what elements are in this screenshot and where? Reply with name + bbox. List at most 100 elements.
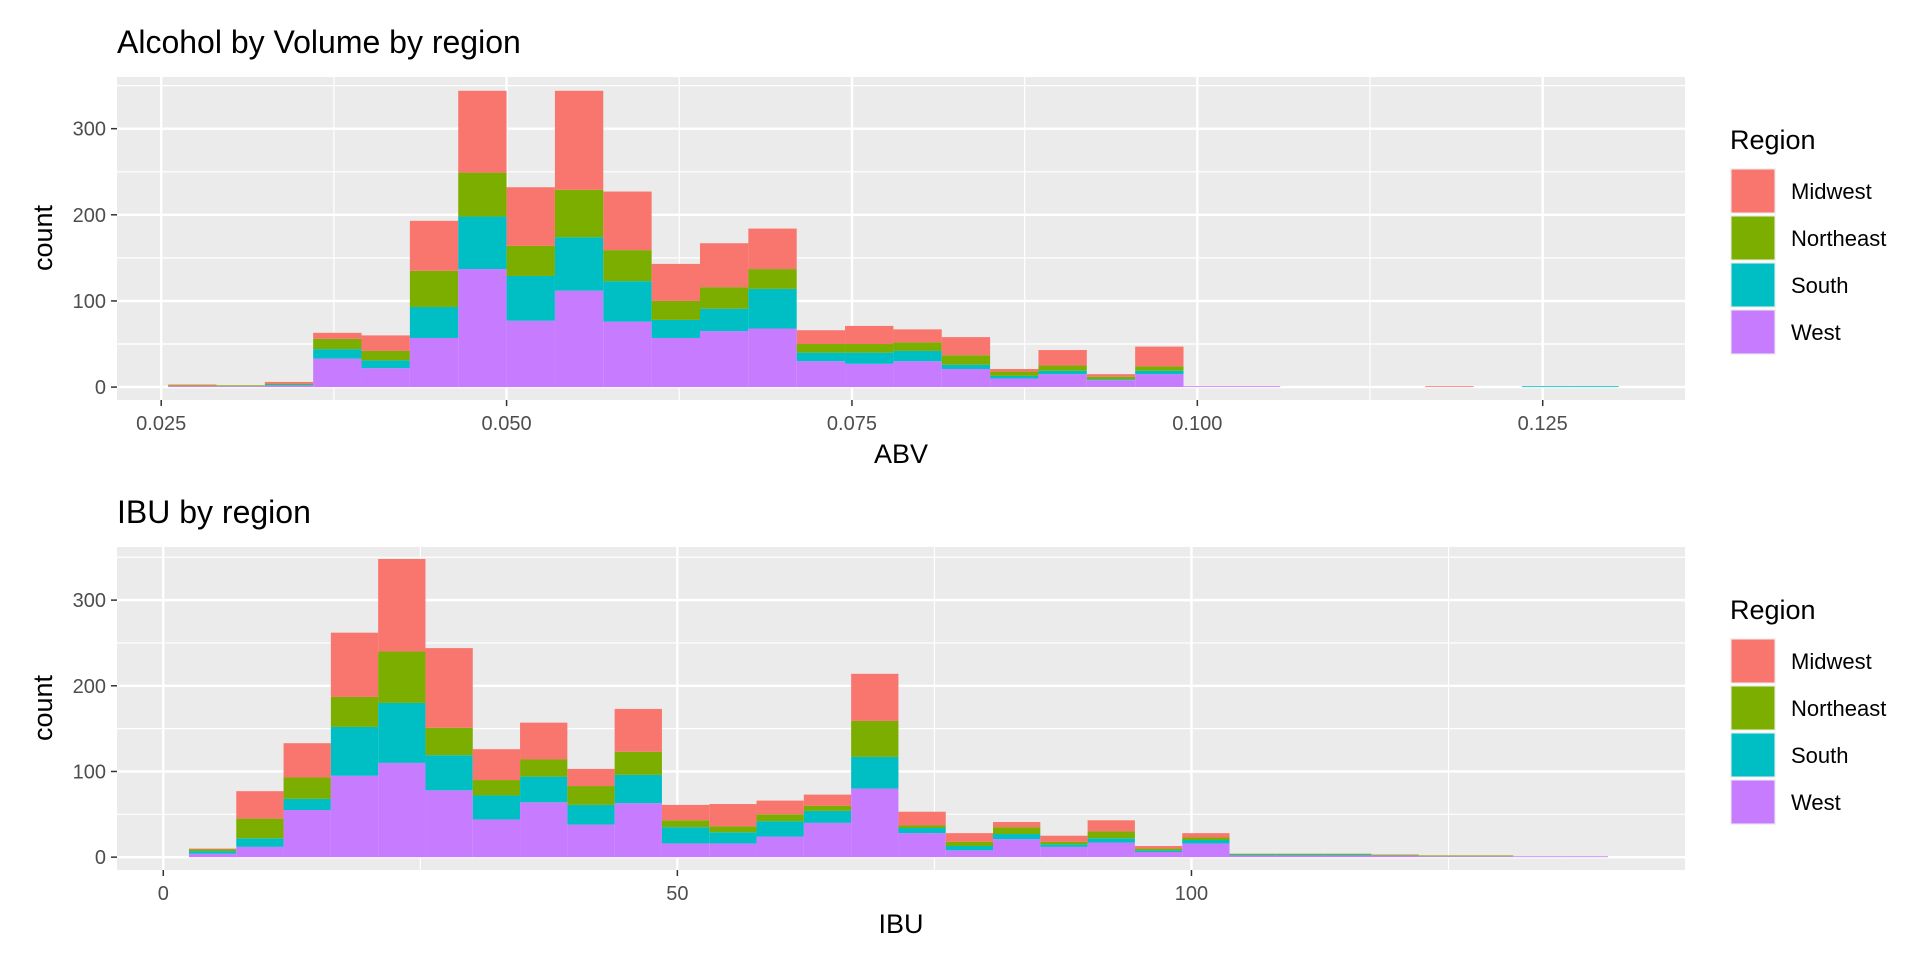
legend-label-west: West xyxy=(1791,790,1841,815)
x-tick-label: 0.050 xyxy=(482,413,532,435)
bar-segment-midwest xyxy=(1135,346,1184,367)
x-axis-ibu: 0 50 100 xyxy=(158,870,1208,905)
bar-segment-west xyxy=(1418,856,1466,858)
bar-segment-midwest xyxy=(472,749,521,781)
bar-segment-south xyxy=(506,275,555,321)
bar-segment-midwest xyxy=(520,722,568,760)
bar-segment-northeast xyxy=(330,696,379,727)
bar-segment-northeast xyxy=(361,350,410,361)
bar-segment-west xyxy=(898,833,946,858)
legend-swatch-midwest xyxy=(1731,639,1775,683)
y-tick-label: 300 xyxy=(73,590,106,612)
bar-segment-midwest xyxy=(699,243,749,288)
bar-segment-west xyxy=(803,822,852,858)
bar-segment-west xyxy=(1135,374,1184,388)
chart-title-ibu: IBU by region xyxy=(117,494,311,530)
bar-segment-south xyxy=(458,216,507,270)
bar-segment-west xyxy=(168,386,217,388)
x-tick-label: 100 xyxy=(1175,883,1208,905)
bar-segment-south xyxy=(330,726,379,776)
bar-segment-northeast xyxy=(993,827,1041,835)
bar-segment-midwest xyxy=(458,90,507,173)
bar-segment-west xyxy=(1182,843,1230,858)
bar-segment-northeast xyxy=(1276,853,1325,855)
y-tick-label: 300 xyxy=(73,119,106,141)
bar-segment-west xyxy=(1183,386,1232,388)
bar-segment-south xyxy=(1229,854,1277,856)
bar-segment-south xyxy=(1276,854,1325,856)
bar-segment-northeast xyxy=(313,338,362,350)
x-tick-label: 0 xyxy=(158,883,169,905)
bar-segment-south xyxy=(425,755,473,791)
bar-segment-midwest xyxy=(945,833,994,842)
bar-segment-south xyxy=(845,352,894,364)
bar-segment-northeast xyxy=(1135,366,1184,371)
bar-segment-south xyxy=(614,774,662,804)
legend-swatch-west xyxy=(1731,780,1775,824)
bar-segment-northeast xyxy=(709,826,757,833)
bar-segment-west xyxy=(651,337,700,388)
bar-segment-northeast xyxy=(378,651,426,703)
bar-segment-south xyxy=(756,821,804,837)
y-tick-label: 0 xyxy=(95,377,106,399)
bar-segment-northeast xyxy=(651,300,700,320)
bar-segment-south xyxy=(567,804,615,825)
bar-segment-northeast xyxy=(188,849,237,852)
bar-segment-west xyxy=(945,850,994,858)
legend-label-south: South xyxy=(1791,743,1849,768)
bar-segment-northeast xyxy=(425,727,473,756)
x-tick-label: 0.100 xyxy=(1172,413,1222,435)
x-axis-abv: 0.025 0.050 0.075 0.100 0.125 xyxy=(136,400,1568,435)
bar-segment-south xyxy=(1135,370,1184,375)
legend-swatch-northeast xyxy=(1731,686,1775,730)
bar-segment-northeast xyxy=(1134,848,1183,851)
bar-segment-west xyxy=(361,368,410,388)
bar-segment-west xyxy=(1134,852,1183,858)
legend-title-abv: Region xyxy=(1730,125,1816,155)
y-tick-label: 0 xyxy=(95,847,106,869)
legend-swatch-midwest xyxy=(1731,169,1775,213)
bar-segment-west xyxy=(283,810,331,858)
bar-segment-midwest xyxy=(1134,846,1183,849)
bar-segment-northeast xyxy=(614,751,662,775)
x-tick-label: 50 xyxy=(666,883,688,905)
bar-segment-south xyxy=(283,798,331,811)
bar-segment-midwest xyxy=(709,804,757,827)
stacked-bars-abv xyxy=(168,90,1619,388)
bar-segment-midwest xyxy=(893,329,942,343)
bar-segment-south xyxy=(361,360,410,369)
bar-segment-midwest xyxy=(1087,820,1135,832)
bar-segment-south xyxy=(603,281,652,322)
bar-segment-midwest xyxy=(898,811,946,826)
bar-segment-west xyxy=(1324,855,1372,858)
bar-segment-midwest xyxy=(188,848,237,850)
bar-segment-west xyxy=(425,790,473,858)
bar-segment-midwest xyxy=(651,263,700,301)
bar-segment-midwest xyxy=(361,335,410,351)
bar-segment-midwest xyxy=(283,743,331,778)
bar-segment-west xyxy=(236,846,284,858)
chart-title-abv: Alcohol by Volume by region xyxy=(117,24,521,60)
bar-segment-midwest xyxy=(845,325,894,345)
bar-segment-west xyxy=(567,824,615,858)
bar-segment-northeast xyxy=(699,287,749,309)
bar-segment-west xyxy=(990,378,1039,388)
bar-segment-south xyxy=(661,827,710,844)
bar-segment-south xyxy=(748,288,797,329)
bar-segment-south xyxy=(990,375,1039,379)
bar-segment-midwest xyxy=(168,384,217,386)
bar-segment-south xyxy=(898,828,946,834)
legend-swatch-south xyxy=(1731,733,1775,777)
bar-segment-midwest xyxy=(1040,835,1088,842)
bar-segment-south xyxy=(236,838,284,847)
bar-segment-northeast xyxy=(409,270,459,307)
bar-segment-northeast xyxy=(748,269,797,289)
bar-segment-west xyxy=(796,361,846,388)
bar-segment-northeast xyxy=(941,355,991,365)
bar-segment-northeast xyxy=(945,841,994,847)
x-axis-label-abv: ABV xyxy=(874,439,928,469)
bar-segment-south xyxy=(1570,386,1619,388)
bar-segment-west xyxy=(941,368,991,388)
